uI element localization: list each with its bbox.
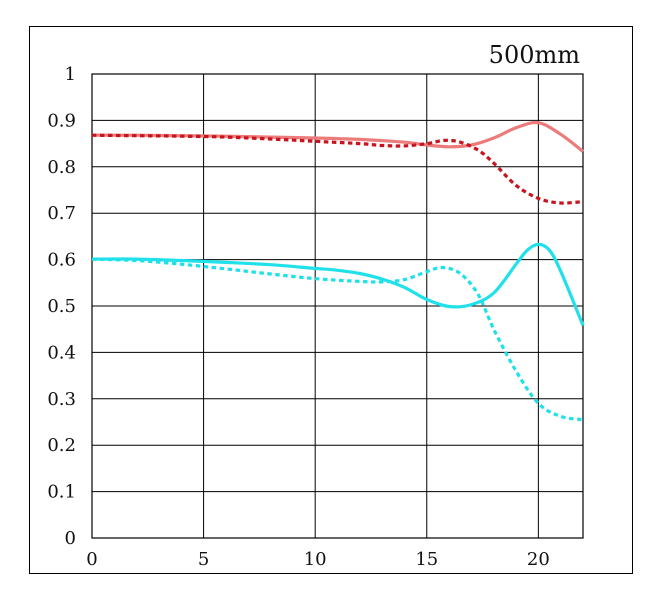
x-tick-label: 10: [304, 549, 327, 570]
x-tick-label: 5: [198, 549, 209, 570]
y-axis-tick-labels: 0 0.1 0.2 0.3 0.4 0.5 0.6 0.7 0.8 0.9 1: [47, 64, 76, 549]
x-axis-tick-labels: 0 5 10 15 20: [86, 549, 550, 570]
series-line-red-dotted: [91, 133, 584, 205]
chart-title: 500mm: [489, 41, 581, 69]
horizontal-gridlines: [92, 73, 583, 539]
series-line-cyan-solid: [91, 242, 585, 327]
y-tick-label: 0.2: [47, 435, 76, 456]
series-line-red-solid: [92, 120, 584, 153]
x-tick-label: 20: [527, 549, 550, 570]
y-tick-label: 0.6: [47, 250, 76, 271]
x-tick-label: 0: [86, 549, 97, 570]
mtf-chart: 0 0.1 0.2 0.3 0.4 0.5 0.6 0.7 0.8 0.9 1 0 5 10 15 20 5…: [47, 41, 585, 570]
y-tick-label: 0.8: [47, 157, 76, 178]
plot-border: [91, 73, 584, 539]
series-layer: [91, 120, 585, 422]
series-line-cyan-dotted: [91, 257, 584, 422]
y-tick-label: 0.4: [47, 342, 76, 363]
y-tick-label: 0.3: [47, 389, 76, 410]
y-tick-label: 0.5: [47, 296, 76, 317]
chart-frame: 0 0.1 0.2 0.3 0.4 0.5 0.6 0.7 0.8 0.9 1 0 5 10 15 20 5…: [29, 26, 633, 574]
y-tick-label: 0.9: [47, 110, 76, 131]
x-tick-label: 15: [415, 549, 438, 570]
y-tick-label: 0.1: [47, 482, 76, 503]
y-tick-label: 0.7: [47, 203, 76, 224]
y-tick-label: 0: [65, 528, 76, 549]
y-tick-label: 1: [65, 64, 76, 85]
